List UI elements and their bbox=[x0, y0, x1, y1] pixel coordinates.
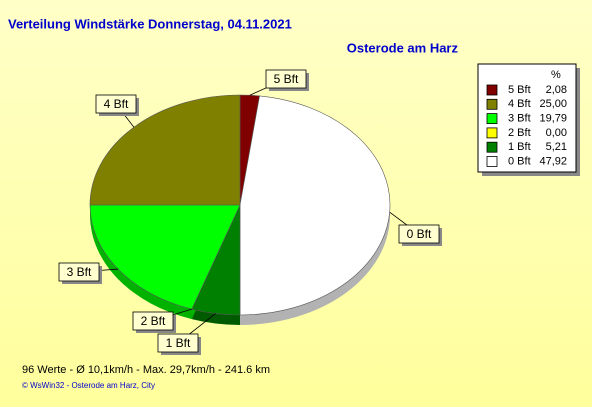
legend-value: 25,00 bbox=[539, 98, 567, 110]
label-box bbox=[58, 262, 100, 282]
legend-value: 2,08 bbox=[546, 84, 567, 96]
legend-swatch bbox=[486, 141, 498, 153]
legend-value: 0,00 bbox=[546, 127, 567, 139]
legend-label: 1 Bft bbox=[508, 141, 531, 153]
slice-label: 2 Bft bbox=[141, 314, 166, 328]
slice-label: 3 Bft bbox=[67, 265, 92, 279]
chart-subtitle: Osterode am Harz bbox=[347, 40, 459, 55]
label-box bbox=[398, 224, 440, 244]
legend-value: 19,79 bbox=[539, 113, 567, 125]
copyright: © WsWin32 - Osterode am Harz, City bbox=[22, 381, 155, 390]
slice-label: 4 Bft bbox=[104, 97, 129, 111]
slice bbox=[89, 204, 241, 310]
legend-value: 47,92 bbox=[539, 155, 567, 167]
legend-header: % bbox=[551, 69, 561, 81]
slice-label: 1 Bft bbox=[166, 336, 191, 350]
legend-swatch bbox=[486, 127, 498, 139]
chart-title: Verteilung Windstärke Donnerstag, 04.11.… bbox=[8, 16, 292, 31]
legend-swatch bbox=[486, 113, 498, 124]
legend-label: 0 Bft bbox=[508, 155, 531, 167]
label-box bbox=[132, 311, 174, 331]
legend-label: 4 Bft bbox=[508, 98, 531, 110]
legend-swatch bbox=[486, 156, 498, 167]
legend-swatch bbox=[486, 98, 498, 110]
legend-swatch bbox=[486, 84, 498, 96]
label-box bbox=[95, 94, 137, 114]
slice-label: 5 Bft bbox=[274, 72, 299, 86]
slice bbox=[239, 95, 391, 316]
legend-value: 5,21 bbox=[546, 141, 567, 153]
legend-label: 3 Bft bbox=[508, 113, 531, 125]
footer: 96 Werte - Ø 10,1km/h - Max. 29,7km/h - … bbox=[22, 364, 270, 376]
slice-label: 0 Bft bbox=[407, 227, 432, 241]
legend-label: 2 Bft bbox=[508, 127, 531, 139]
label-box bbox=[265, 69, 307, 89]
label-box bbox=[157, 333, 199, 353]
legend-label: 5 Bft bbox=[508, 84, 531, 96]
